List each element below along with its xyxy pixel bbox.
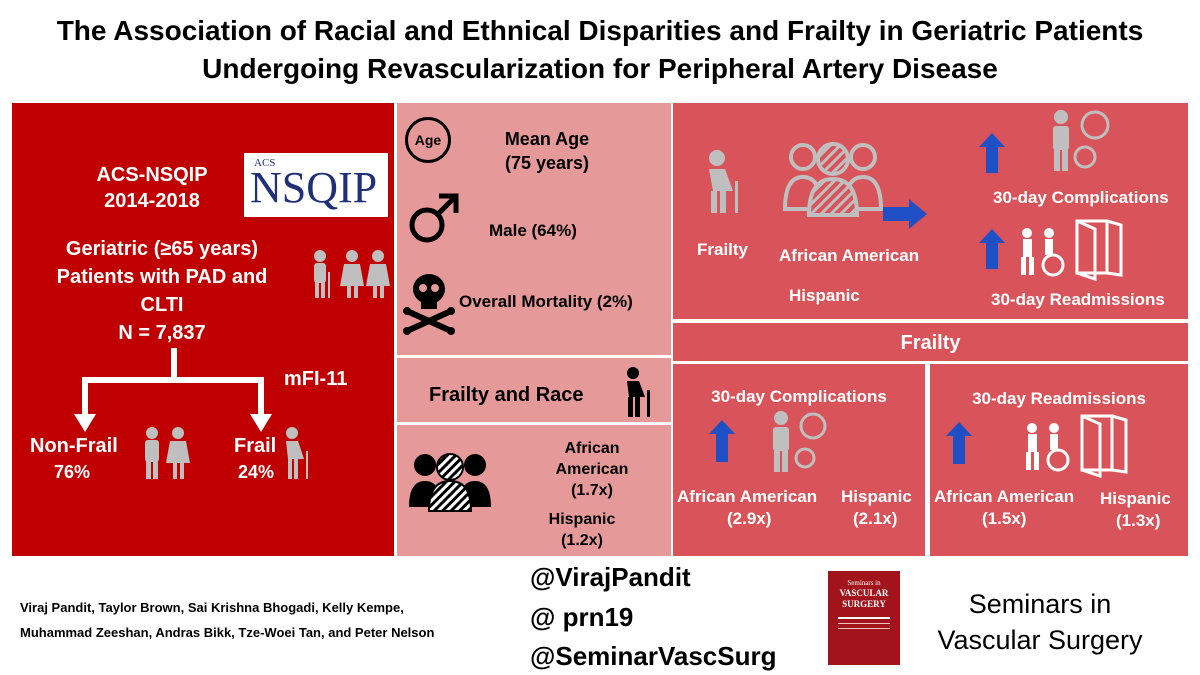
- branch-arrows: [74, 348, 272, 432]
- readmissions-aa-label: African American: [934, 487, 1075, 506]
- twitter-handle-author[interactable]: @VirajPandit: [530, 562, 691, 592]
- frailty-heading-band: Frailty: [673, 323, 1188, 361]
- frailty-readmissions-panel: 30-day Readmissions African American (1.…: [930, 364, 1188, 556]
- patient-organs-icon-top: [1053, 110, 1110, 171]
- title-line-2: Undergoing Revascularization for Periphe…: [202, 53, 998, 84]
- frailty-index: mFI-11: [284, 368, 348, 390]
- population-line-1: Geriatric (≥65 years): [65, 238, 259, 260]
- male-percent: Male (64%): [489, 221, 577, 240]
- male-symbol-icon: [409, 193, 459, 243]
- nsqip-logo: ACS NSQIP: [244, 153, 388, 217]
- database-years: 2014-2018: [104, 190, 200, 212]
- journal-name-line-1: Seminars in: [968, 589, 1112, 619]
- population-line-2: Patients with PAD and: [56, 266, 268, 288]
- african-american-line-2: American: [555, 461, 629, 478]
- african-american-label-top: African American: [779, 246, 920, 265]
- frailty-race-band: Frailty and Race: [397, 355, 671, 425]
- frail-label: Frail: [234, 435, 277, 457]
- frailty-race-heading: Frailty and Race: [429, 384, 584, 406]
- age-icon-text: Age: [414, 132, 442, 148]
- frailty-heading: Frailty: [900, 332, 961, 354]
- complications-aa-label: African American: [677, 487, 818, 506]
- frail-elder-icon: [286, 427, 308, 479]
- arrow-up-icon-complications: [979, 133, 1005, 173]
- elder-with-cane-icon: [627, 367, 650, 417]
- complications-hispanic-label: Hispanic: [841, 487, 912, 506]
- racial-group-icon-top: [782, 142, 884, 217]
- arrow-up-icon-readmissions: [979, 229, 1005, 269]
- arrow-right-icon: [883, 199, 927, 229]
- complications-hispanic-value: (2.1x): [853, 509, 898, 528]
- readmissions-title: 30-day Readmissions: [972, 389, 1146, 408]
- readmissions-aa-value: (1.5x): [982, 509, 1027, 528]
- wheelchair-door-icon-bottom: [1026, 414, 1128, 479]
- complications-title: 30-day Complications: [711, 387, 887, 406]
- readmissions-hispanic-value: (1.3x): [1116, 511, 1161, 530]
- elderly-people-icon: [314, 250, 390, 298]
- age-icon: Age: [405, 117, 451, 163]
- cover-title-line-2: VASCULAR: [839, 588, 889, 598]
- logo-nsqip-text: NSQIP: [250, 163, 378, 212]
- overall-mortality: Overall Mortality (2%): [459, 292, 633, 311]
- population-line-3: CLTI: [140, 294, 184, 316]
- cover-title-line-3: SURGERY: [842, 599, 886, 609]
- frailty-label-top: Frailty: [697, 240, 749, 259]
- complications-aa-value: (2.9x): [727, 509, 772, 528]
- logo-acs-text: ACS: [254, 157, 276, 169]
- middle-panel: Age Mean Age (75 years) Male (64%) Overa…: [397, 103, 671, 556]
- hispanic-label: Hispanic: [548, 511, 616, 528]
- racial-group-icon: [409, 453, 491, 512]
- twitter-handle-journal[interactable]: @SeminarVascSurg: [530, 641, 777, 671]
- mean-age-value: (75 years): [504, 153, 590, 173]
- twitter-handle-prn19[interactable]: @ prn19: [530, 602, 634, 632]
- journal-cover: Seminars in VASCULAR SURGERY: [828, 571, 900, 665]
- cover-title-line-1: Seminars in: [847, 579, 881, 587]
- title-line-1: The Association of Racial and Ethnical D…: [56, 15, 1144, 46]
- readmissions-label-top: 30-day Readmissions: [991, 290, 1165, 309]
- african-american-line-1: African: [564, 440, 620, 457]
- journal-name-line-2: Vascular Surgery: [937, 625, 1143, 655]
- complications-label-top: 30-day Complications: [993, 188, 1169, 207]
- non-frail-couple-icon: [145, 427, 190, 479]
- hispanic-value: (1.2x): [561, 532, 603, 549]
- non-frail-label: Non-Frail: [30, 435, 118, 457]
- skull-crossbones-icon: [403, 274, 455, 335]
- mean-age-label: Mean Age: [504, 129, 590, 149]
- database-name: ACS-NSQIP: [96, 164, 208, 186]
- authors-line-2: Muhammad Zeeshan, Andras Bikk, Tze-Woei …: [20, 625, 435, 640]
- frail-elder-icon-top: [709, 150, 738, 213]
- african-american-value: (1.7x): [571, 482, 613, 499]
- patient-organs-icon-bottom: [773, 411, 827, 472]
- sample-size: N = 7,837: [118, 322, 206, 344]
- right-top-panel: Frailty African American Hispanic 30-day…: [673, 103, 1188, 319]
- authors-line-1: Viraj Pandit, Taylor Brown, Sai Krishna …: [20, 600, 404, 615]
- non-frail-percent: 76%: [54, 462, 91, 482]
- wheelchair-door-icon-top: [1021, 219, 1123, 282]
- readmissions-hispanic-label: Hispanic: [1100, 489, 1171, 508]
- arrow-up-icon-bottom-complications: [709, 420, 735, 462]
- left-panel: ACS-NSQIP 2014-2018 ACS NSQIP Geriatric …: [12, 103, 394, 556]
- hispanic-label-top: Hispanic: [789, 286, 860, 305]
- frailty-complications-panel: 30-day Complications African American (2…: [673, 364, 925, 556]
- frail-percent: 24%: [238, 462, 275, 482]
- arrow-up-icon-bottom-readmissions: [946, 422, 972, 464]
